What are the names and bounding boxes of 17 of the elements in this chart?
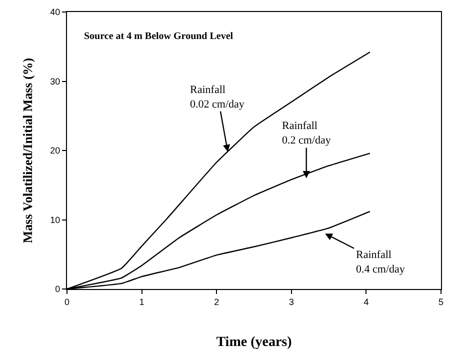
y-axis-title: Mass Volatilized/Initial Mass (%) — [20, 58, 36, 244]
annotation: Rainfall 0.2 cm/day — [282, 120, 332, 146]
x-tick-label: 0 — [64, 296, 70, 307]
text: Source at 4 m Below Ground Level — [84, 31, 234, 42]
x-tick-label: 1 — [139, 296, 144, 307]
x-axis-title: Time (years) — [216, 335, 292, 350]
x-tick-label: 3 — [288, 296, 294, 307]
x-tick-label: 5 — [438, 296, 444, 307]
x-tick-label: 4 — [364, 296, 369, 307]
annotation: Rainfall 0.4 cm/day — [356, 249, 406, 276]
y-tick-label: 40 — [50, 7, 60, 18]
annotation: Rainfall 0.02 cm/day — [190, 84, 245, 110]
y-tick-label: 10 — [50, 214, 60, 225]
y-tick-label: 20 — [50, 146, 60, 156]
x-tick-label: 2 — [214, 296, 220, 307]
y-tick-label: 0 — [55, 284, 60, 294]
y-tick-label: 30 — [50, 76, 60, 86]
